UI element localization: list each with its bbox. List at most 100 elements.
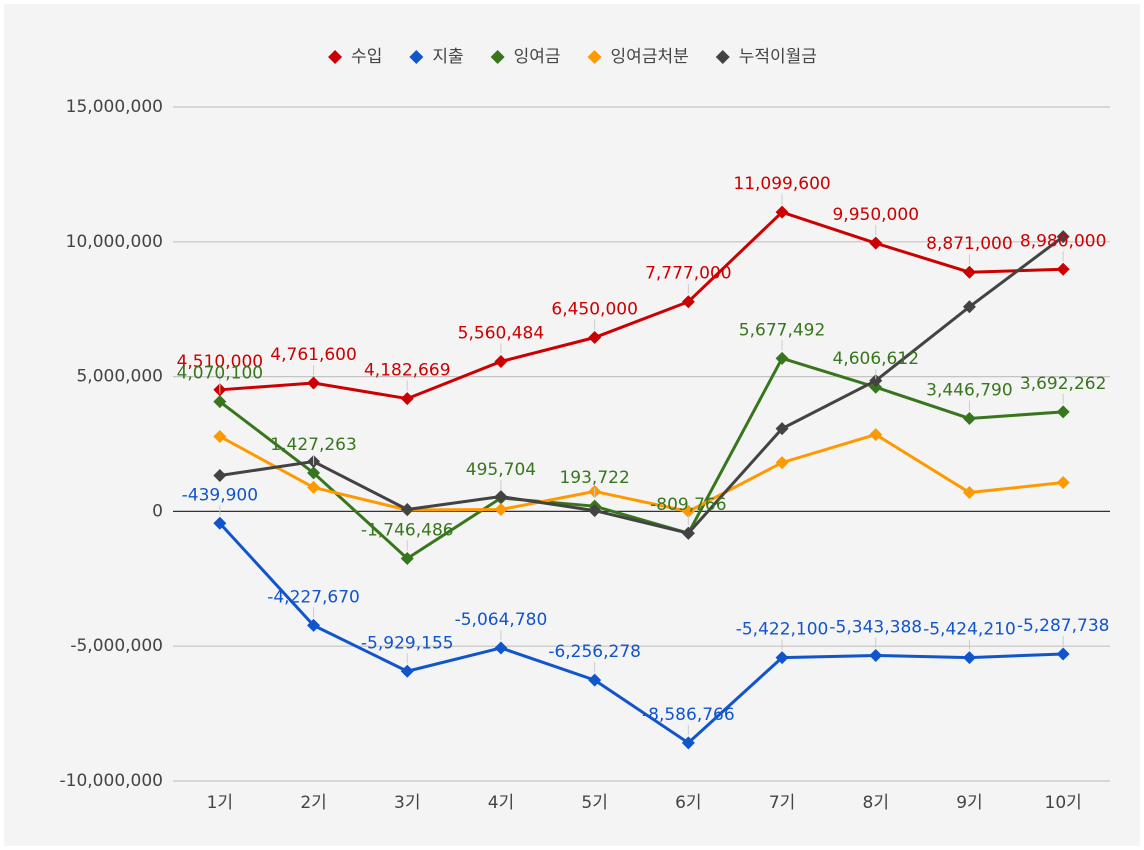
- marker: [775, 456, 789, 470]
- marker: [213, 469, 227, 483]
- data-label: -809,766: [650, 495, 726, 515]
- x-tick-label: 8기: [863, 793, 889, 813]
- data-label: 9,950,000: [832, 205, 919, 225]
- series: [213, 205, 1070, 406]
- marker: [1056, 405, 1070, 419]
- data-label: 8,871,000: [926, 234, 1013, 254]
- marker: [962, 651, 976, 665]
- data-label: 4,070,100: [177, 364, 264, 384]
- x-tick-label: 4기: [488, 793, 514, 813]
- marker: [400, 503, 414, 517]
- legend-label: 지출: [432, 47, 463, 67]
- data-label: 4,510,000: [177, 352, 264, 372]
- legend-marker: [490, 50, 505, 64]
- line: [219, 235, 1065, 535]
- data-label: -5,343,388: [829, 617, 922, 637]
- data-label: 1,427,263: [270, 435, 357, 455]
- marker: [1056, 476, 1070, 490]
- data-label: -439,900: [182, 485, 258, 505]
- data-label: 6,450,000: [551, 300, 638, 320]
- marker: [1056, 647, 1070, 661]
- legend: 수입 지출 잉여금 잉여금처분 누적이월금: [328, 47, 817, 67]
- marker: [869, 428, 883, 442]
- y-tick-label: -10,000,000: [60, 771, 163, 791]
- x-tick-label: 5기: [581, 793, 607, 813]
- y-tick-label: 0: [152, 501, 163, 521]
- marker: [775, 205, 789, 219]
- series: [213, 428, 1070, 518]
- y-tick-label: 10,000,000: [66, 232, 163, 252]
- marker: [962, 411, 976, 425]
- line: [218, 356, 1064, 561]
- marker: [775, 351, 789, 365]
- marker: [869, 236, 883, 250]
- marker: [400, 551, 414, 565]
- marker: [775, 422, 789, 436]
- marker: [307, 480, 321, 494]
- data-label: -5,424,210: [923, 620, 1016, 640]
- x-tick-label: 6기: [675, 793, 701, 813]
- data-label: -8,586,766: [642, 705, 735, 725]
- marker: [962, 265, 976, 279]
- legend-marker: [409, 50, 424, 64]
- y-tick-label: 15,000,000: [66, 97, 163, 117]
- data-label: 4,606,612: [832, 349, 919, 369]
- marker: [307, 618, 321, 632]
- x-tick-label: 7기: [769, 793, 795, 813]
- legend-marker: [715, 50, 730, 64]
- data-label: 193,722: [559, 468, 629, 488]
- line: [218, 522, 1064, 745]
- legend-label: 수입: [351, 47, 382, 67]
- data-label: 8,980,000: [1020, 231, 1107, 251]
- x-tick-label: 1기: [207, 793, 233, 813]
- data-label: -4,227,670: [267, 587, 360, 607]
- marker: [588, 331, 602, 345]
- marker: [775, 651, 789, 665]
- marker: [494, 354, 508, 368]
- marker: [681, 295, 695, 309]
- marker: [494, 641, 508, 655]
- marker: [869, 648, 883, 662]
- marker: [494, 503, 508, 517]
- marker: [307, 466, 321, 480]
- marker: [400, 392, 414, 406]
- data-label: 4,182,669: [364, 361, 451, 381]
- data-label: -5,064,780: [455, 610, 548, 630]
- data-label: -1,746,486: [361, 520, 454, 540]
- x-tick-label: 3기: [394, 793, 420, 813]
- marker: [588, 673, 602, 687]
- legend-label: 잉여금처분: [611, 47, 689, 67]
- series: [213, 230, 1070, 540]
- y-tick-label: 5,000,000: [76, 367, 163, 387]
- line: [219, 210, 1064, 401]
- y-tick-label: -5,000,000: [70, 636, 163, 656]
- marker: [1056, 262, 1070, 276]
- data-label: 5,677,492: [739, 320, 826, 340]
- marker: [494, 490, 508, 504]
- marker: [869, 374, 883, 388]
- marker: [400, 664, 414, 678]
- background: [4, 4, 1140, 846]
- data-label: 4,761,600: [270, 345, 357, 365]
- data-label: 7,777,000: [645, 264, 732, 284]
- data-label: 495,704: [466, 460, 536, 480]
- marker: [681, 736, 695, 750]
- marker: [588, 504, 602, 518]
- legend-label: 누적이월금: [739, 47, 817, 67]
- marker: [681, 504, 695, 518]
- marker: [962, 486, 976, 500]
- marker: [681, 526, 695, 540]
- series: [213, 516, 1070, 750]
- marker: [213, 429, 227, 443]
- data-label: 5,560,484: [458, 323, 545, 343]
- marker: [962, 300, 976, 314]
- data-label: -5,929,155: [361, 633, 454, 653]
- x-tick-label: 10기: [1045, 793, 1082, 813]
- x-tick-label: 2기: [300, 793, 326, 813]
- data-label: 3,446,790: [926, 380, 1013, 400]
- data-label: 11,099,600: [733, 174, 830, 194]
- legend-label: 잉여금: [514, 47, 561, 67]
- x-tick-label: 9기: [956, 793, 982, 813]
- data-label: -6,256,278: [548, 642, 641, 662]
